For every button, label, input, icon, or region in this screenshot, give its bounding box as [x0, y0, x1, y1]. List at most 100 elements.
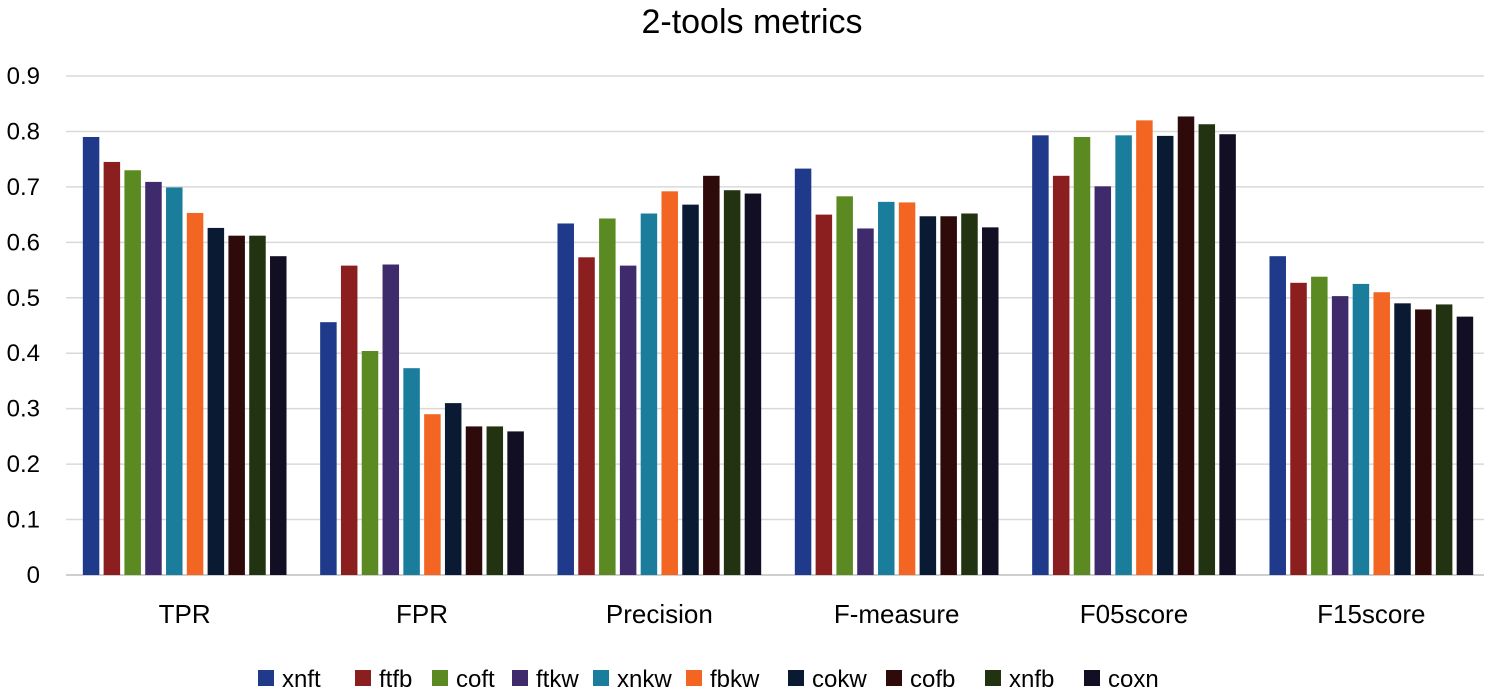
- bar-coft-tpr: [124, 170, 141, 575]
- bar-cofb-f05score: [1177, 116, 1195, 575]
- legend-swatch-fbkw: [686, 670, 702, 686]
- bar-fbkw-tpr: [186, 212, 204, 575]
- bar-xnft-f05score: [1032, 135, 1049, 575]
- legend-label-ftkw: ftkw: [536, 666, 579, 693]
- legend-label-cofb: cofb: [910, 666, 955, 693]
- x-tick-label: F15score: [1317, 599, 1425, 629]
- bar-xnkw-precision: [640, 213, 658, 575]
- bar-xnfb-f-measure: [961, 213, 978, 575]
- bar-ftkw-precision: [619, 265, 637, 575]
- bar-coxn-fpr: [507, 431, 524, 575]
- y-tick-label: 0.9: [7, 63, 40, 90]
- legend: xnft ftfb coft ftkw xnkw fbkw cokw cofb xnfb coxn: [258, 666, 1159, 693]
- y-tick-label: 0.3: [7, 396, 40, 423]
- bar-cofb-precision: [703, 175, 720, 576]
- bar-fbkw-fpr: [424, 414, 441, 575]
- bar-xnkw-f-measure: [878, 201, 895, 576]
- legend-label-xnft: xnft: [282, 666, 321, 693]
- bar-cofb-f15score: [1415, 309, 1432, 575]
- bar-fbkw-f15score: [1373, 292, 1390, 575]
- x-tick-label: Precision: [606, 599, 713, 629]
- bar-cofb-tpr: [228, 235, 245, 575]
- legend-label-coft: coft: [456, 666, 495, 693]
- legend-label-cokw: cokw: [812, 666, 867, 693]
- legend-label-xnfb: xnfb: [1009, 666, 1054, 693]
- bar-xnkw-f15score: [1352, 283, 1370, 575]
- legend-swatch-ftkw: [512, 670, 528, 686]
- bar-fbkw-f05score: [1136, 120, 1153, 576]
- bar-ftfb-f05score: [1052, 175, 1070, 576]
- bar-xnft-tpr: [82, 136, 100, 576]
- legend-label-ftfb: ftfb: [379, 666, 412, 693]
- bar-xnft-f15score: [1269, 256, 1286, 575]
- bar-cokw-precision: [682, 204, 699, 575]
- bar-xnfb-f05score: [1198, 124, 1216, 576]
- bar-coxn-f05score: [1219, 134, 1236, 575]
- bar-xnkw-tpr: [166, 187, 183, 575]
- bar-ftfb-precision: [578, 257, 595, 575]
- bar-ftfb-f15score: [1290, 282, 1307, 575]
- bar-coxn-f15score: [1456, 316, 1474, 575]
- bar-ftfb-tpr: [103, 161, 121, 575]
- y-axis-ticks: 0 0.1 0.2 0.3 0.4 0.5 0.6 0.7 0.8 0.9: [7, 63, 40, 589]
- legend-label-fbkw: fbkw: [710, 666, 760, 693]
- legend-swatch-cofb: [886, 670, 902, 686]
- gridlines: [66, 75, 1484, 576]
- y-tick-label: 0.4: [7, 340, 40, 367]
- bar-coxn-precision: [744, 193, 762, 576]
- bar-ftfb-f-measure: [815, 214, 833, 576]
- legend-label-coxn: coxn: [1108, 666, 1159, 693]
- legend-swatch-cokw: [788, 670, 804, 686]
- bar-cokw-tpr: [207, 227, 225, 576]
- bar-coxn-tpr: [270, 256, 287, 575]
- legend-label-xnkw: xnkw: [617, 666, 672, 693]
- bar-cokw-fpr: [444, 403, 462, 575]
- bar-ftfb-fpr: [340, 265, 358, 575]
- bar-xnft-precision: [557, 223, 574, 576]
- bar-ftkw-f-measure: [857, 228, 874, 575]
- y-tick-label: 0.8: [7, 118, 40, 145]
- bar-coft-f15score: [1311, 276, 1328, 575]
- bar-ftkw-tpr: [145, 181, 162, 575]
- x-tick-label: FPR: [396, 599, 448, 629]
- bar-cokw-f15score: [1394, 303, 1411, 575]
- bar-xnfb-fpr: [486, 426, 504, 575]
- y-tick-label: 0.2: [7, 451, 40, 478]
- legend-swatch-xnkw: [593, 670, 609, 686]
- x-axis-ticks: TPR FPR Precision F-measure F05score F15score: [159, 599, 1426, 629]
- bar-xnfb-precision: [723, 190, 741, 575]
- bar-ftkw-fpr: [382, 264, 400, 575]
- bar-fbkw-f-measure: [898, 202, 916, 575]
- bar-xnft-fpr: [320, 322, 337, 575]
- bar-coft-f05score: [1073, 136, 1091, 576]
- bar-coxn-f-measure: [982, 227, 999, 576]
- bar-ftkw-f15score: [1331, 296, 1349, 575]
- y-tick-label: 0.5: [7, 285, 40, 312]
- y-tick-label: 0.1: [7, 507, 40, 534]
- bar-cofb-fpr: [465, 426, 483, 575]
- y-tick-label: 0.6: [7, 229, 40, 256]
- y-tick-label: 0: [27, 562, 40, 589]
- bar-xnfb-tpr: [249, 235, 266, 575]
- bars: [82, 116, 1474, 576]
- bar-cokw-f05score: [1156, 135, 1174, 575]
- legend-swatch-ftfb: [355, 670, 371, 686]
- bar-coft-precision: [599, 218, 616, 576]
- bar-coft-fpr: [361, 351, 379, 575]
- bar-fbkw-precision: [661, 191, 678, 575]
- y-tick-label: 0.7: [7, 174, 40, 201]
- bar-coft-f-measure: [836, 196, 853, 575]
- x-tick-label: F-measure: [834, 599, 960, 629]
- bar-xnkw-fpr: [403, 368, 420, 575]
- bar-cofb-f-measure: [940, 216, 957, 575]
- bar-ftkw-f05score: [1094, 186, 1112, 575]
- bar-xnft-f-measure: [794, 168, 812, 575]
- legend-swatch-coxn: [1084, 670, 1100, 686]
- bar-cokw-f-measure: [919, 216, 937, 575]
- legend-swatch-xnft: [258, 670, 274, 686]
- x-tick-label: F05score: [1080, 599, 1188, 629]
- bar-xnfb-f15score: [1435, 304, 1453, 575]
- bar-xnkw-f05score: [1115, 135, 1132, 575]
- legend-swatch-xnfb: [985, 670, 1001, 686]
